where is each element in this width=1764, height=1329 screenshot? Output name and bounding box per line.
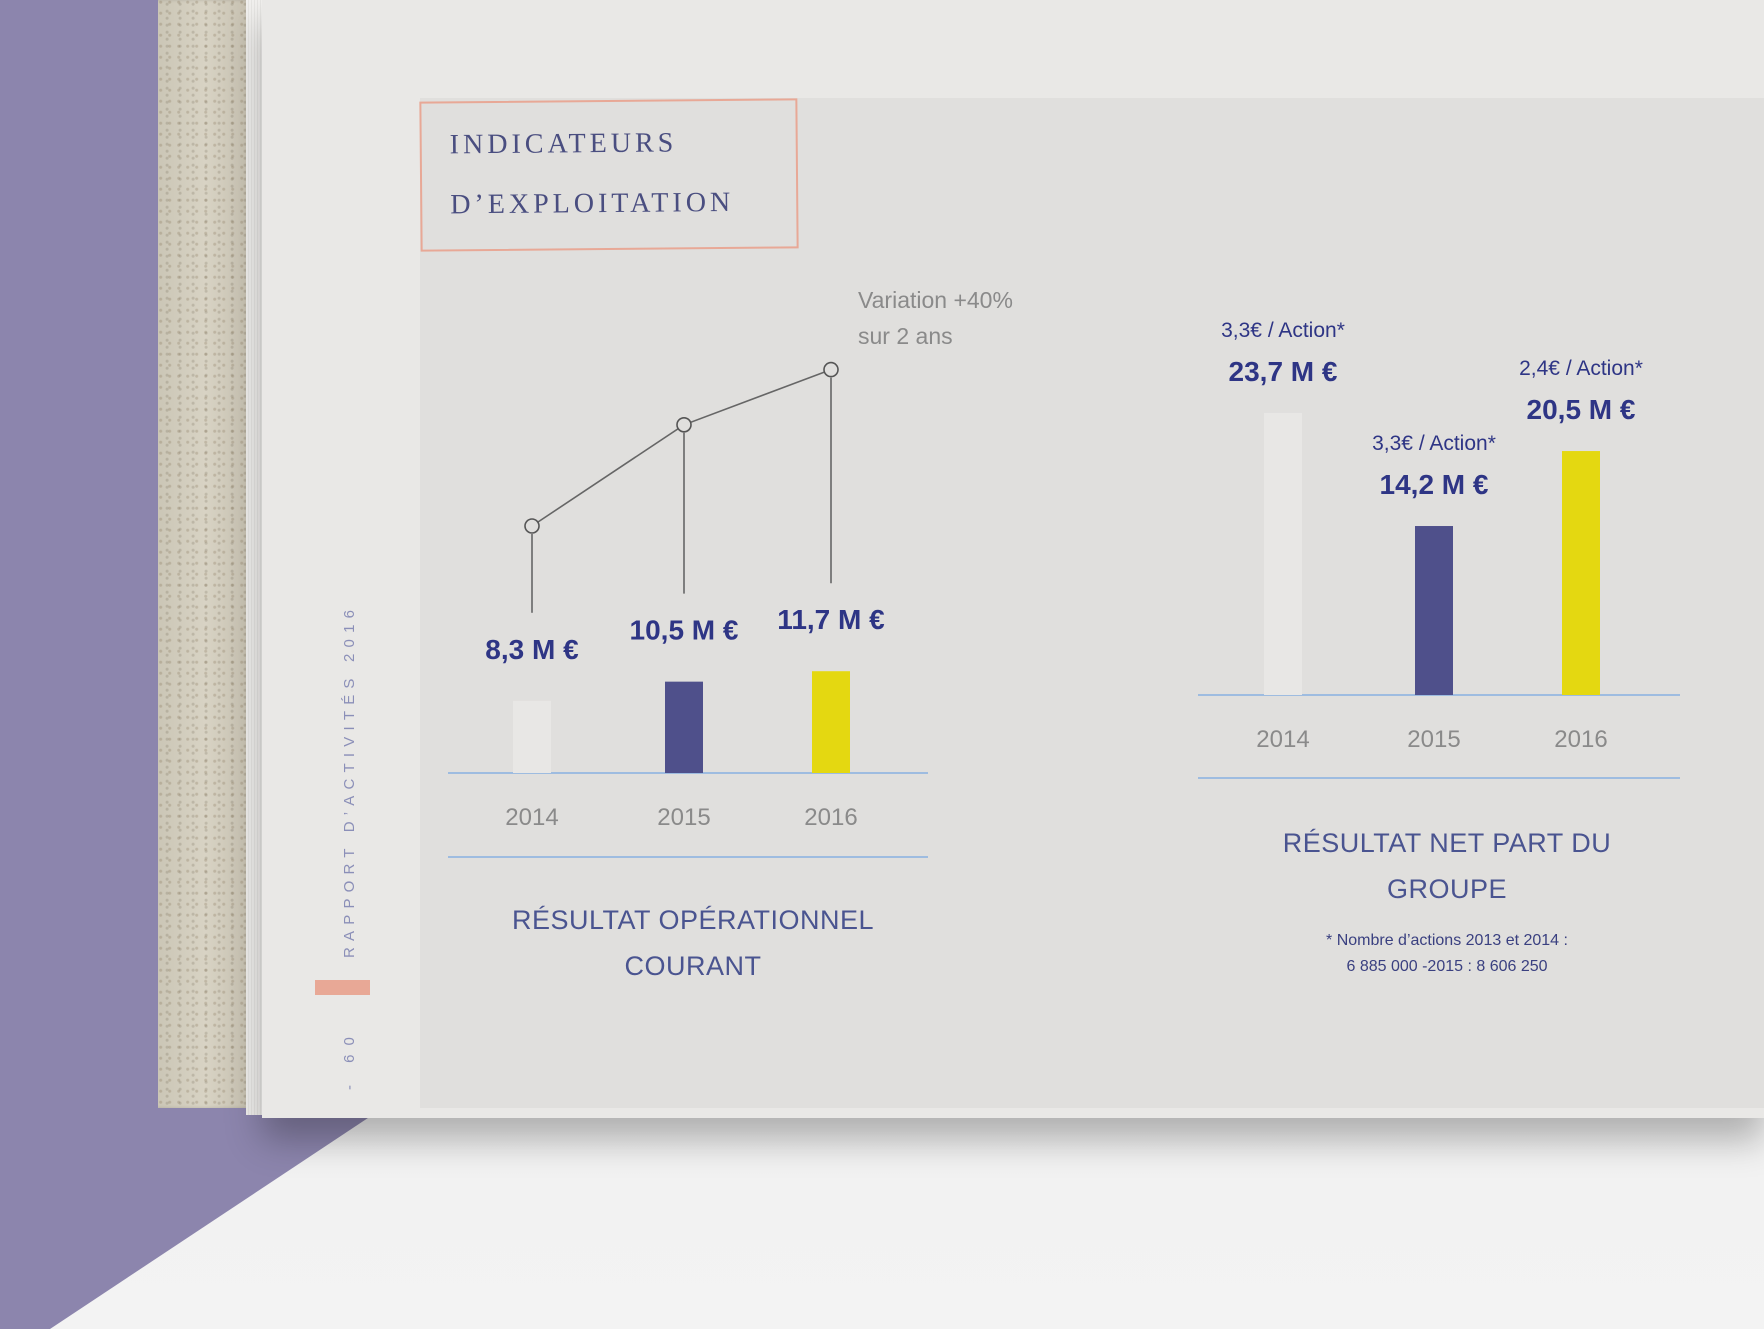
chart1-caption: RÉSULTAT OPÉRATIONNEL COURANT: [448, 897, 938, 989]
x-tick-label: 2016: [1554, 726, 1607, 753]
per-share-label: 3,3€ / Action*: [1372, 432, 1496, 455]
bar-2015: [1415, 526, 1453, 695]
trend-point: [524, 518, 540, 534]
x-tick-label: 2015: [657, 804, 710, 831]
x-tick-label: 2014: [1256, 726, 1309, 753]
variation-line1: Variation +40%: [858, 287, 1013, 313]
chart2-caption-line2: GROUPE: [1386, 874, 1508, 904]
footnote-line1: * Nombre d’actions 2013 et 2014 :: [1326, 932, 1568, 949]
bar-2016: [1562, 451, 1600, 695]
bar-2015: [665, 681, 703, 773]
bar-2014: [1264, 412, 1302, 695]
chart1-caption-line1: RÉSULTAT OPÉRATIONNEL: [511, 905, 875, 935]
chart2-caption-line1: RÉSULTAT NET PART DU: [1282, 828, 1612, 858]
value-label: 10,5 M €: [630, 615, 739, 646]
trend-point: [823, 361, 839, 378]
bar-2014: [513, 700, 551, 773]
per-share-label: 3,3€ / Action*: [1221, 319, 1345, 342]
chart2-caption: RÉSULTAT NET PART DU GROUPE: [1197, 820, 1697, 912]
trend-line: [531, 368, 832, 527]
value-label: 20,5 M €: [1527, 394, 1636, 425]
x-tick-label: 2016: [804, 804, 857, 831]
value-label: 23,7 M €: [1229, 356, 1338, 387]
variation-annotation: Variation +40% sur 2 ans: [858, 282, 1013, 354]
bar-2016: [812, 671, 850, 773]
variation-line2: sur 2 ans: [858, 323, 953, 349]
value-label: 14,2 M €: [1380, 469, 1489, 500]
book-cover-cardboard: [158, 0, 252, 1108]
chart1-caption-line2: COURANT: [624, 951, 762, 981]
page-marker: [315, 980, 370, 995]
page-edges: [246, 0, 266, 1115]
x-tick-label: 2015: [1407, 726, 1460, 753]
value-label: 8,3 M €: [485, 634, 579, 665]
chart2-footnote: * Nombre d’actions 2013 et 2014 : 6 885 …: [1262, 928, 1632, 980]
value-label: 11,7 M €: [777, 604, 885, 635]
x-tick-label: 2014: [505, 804, 558, 831]
content-panel: [420, 98, 1764, 1108]
footnote-line2: 6 885 000 -2015 : 8 606 250: [1346, 958, 1548, 975]
trend-point: [676, 416, 692, 433]
per-share-label: 2,4€ / Action*: [1519, 357, 1643, 380]
